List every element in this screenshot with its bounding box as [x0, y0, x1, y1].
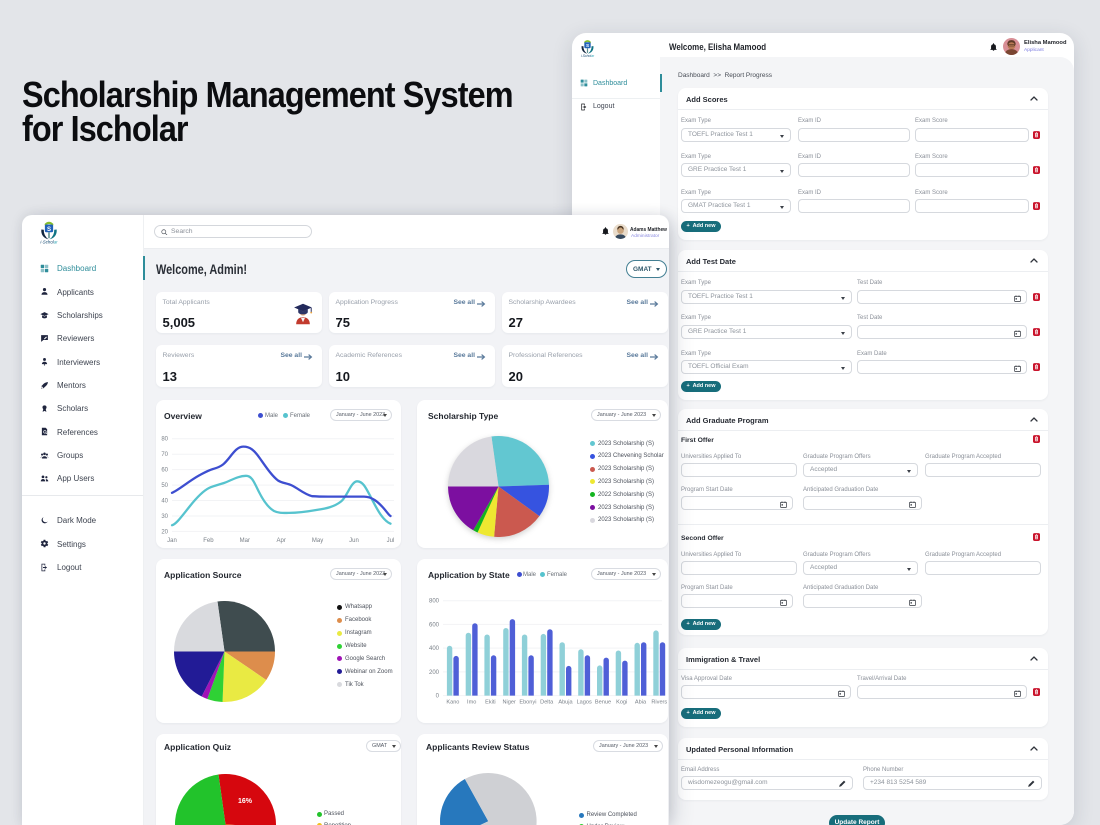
svg-text:60: 60 — [161, 468, 168, 474]
svg-text:Imo: Imo — [467, 700, 476, 706]
svg-text:Delta: Delta — [540, 700, 554, 706]
svg-text:40: 40 — [161, 499, 168, 505]
svg-text:50: 50 — [161, 483, 168, 489]
svg-text:Kano: Kano — [446, 700, 459, 706]
svg-text:Rivers: Rivers — [651, 700, 667, 706]
svg-text:Abuja: Abuja — [558, 700, 573, 706]
svg-text:Jul: Jul — [387, 538, 395, 544]
svg-text:20: 20 — [161, 529, 168, 535]
svg-text:May: May — [312, 538, 323, 544]
svg-text:Ebonyi: Ebonyi — [519, 700, 536, 706]
svg-text:Mar: Mar — [240, 538, 250, 544]
svg-text:80: 80 — [161, 437, 168, 443]
svg-text:Benue: Benue — [595, 700, 611, 706]
svg-text:Apr: Apr — [277, 538, 286, 544]
svg-text:0: 0 — [436, 694, 440, 700]
svg-text:i-Scholar: i-Scholar — [40, 240, 58, 245]
svg-text:Jun: Jun — [349, 538, 359, 544]
svg-text:S: S — [586, 43, 589, 48]
svg-text:Niger: Niger — [503, 700, 517, 706]
svg-text:i-Scholar: i-Scholar — [581, 54, 595, 57]
svg-text:800: 800 — [429, 599, 440, 605]
svg-text:Abia: Abia — [635, 700, 647, 706]
svg-text:Kogi: Kogi — [616, 700, 627, 706]
svg-text:200: 200 — [429, 670, 440, 676]
svg-text:30: 30 — [161, 514, 168, 520]
svg-text:400: 400 — [429, 646, 440, 652]
svg-text:600: 600 — [429, 622, 440, 628]
svg-text:Feb: Feb — [203, 538, 214, 544]
svg-text:Ekiti: Ekiti — [485, 700, 496, 706]
svg-text:S: S — [47, 227, 51, 233]
svg-text:Lagos: Lagos — [577, 700, 592, 706]
svg-text:Jan: Jan — [167, 538, 177, 544]
svg-text:70: 70 — [161, 452, 168, 458]
